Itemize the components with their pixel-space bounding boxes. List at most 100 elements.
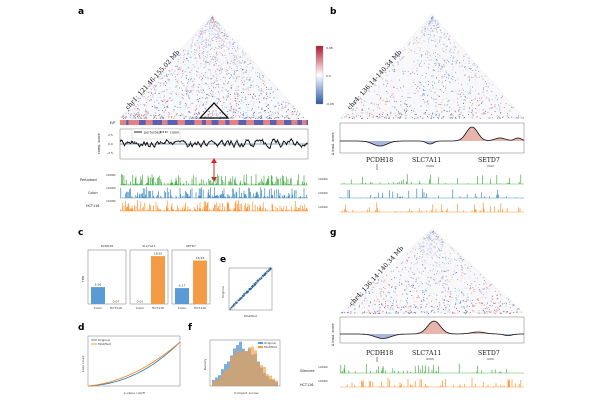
hic-pixel [482, 101, 484, 103]
hic-pixel [469, 77, 470, 79]
hic-pixel [450, 256, 452, 258]
hic-pixel [194, 49, 195, 50]
hic-pixel [205, 62, 207, 63]
hic-pixel [220, 79, 221, 80]
hic-pixel [234, 41, 236, 43]
track-tick-perturbed: 10000 [106, 173, 116, 177]
hic-pixel [190, 117, 192, 119]
hic-pixel [187, 61, 189, 63]
hic-pixel [231, 53, 232, 54]
hic-pixel [397, 267, 398, 269]
hic-pixel [140, 104, 142, 106]
hic-pixel [163, 84, 165, 86]
hic-pixel [377, 282, 379, 284]
hic-pixel [216, 98, 218, 100]
hic-pixel [423, 291, 425, 293]
hic-pixel [440, 280, 441, 282]
bar-axes [171, 249, 211, 305]
hic-pixel [365, 290, 367, 292]
hic-pixel [431, 115, 432, 117]
hic-pixel [407, 297, 408, 299]
hic-pixel [172, 72, 174, 74]
scatter-point [259, 278, 261, 280]
hic-pixel [430, 23, 432, 25]
hic-pixel [462, 261, 463, 263]
bar-axes [129, 249, 169, 305]
hic-pixel [183, 49, 184, 51]
hic-pixel [500, 312, 502, 314]
hic-pixel [218, 28, 220, 29]
hic-pixel [450, 293, 452, 295]
hic-pixel [192, 64, 194, 66]
hic-pixel [362, 108, 363, 110]
hic-pixel [263, 75, 265, 77]
hic-pixel [433, 278, 434, 280]
hic-pixel [199, 113, 200, 114]
hic-pixel [472, 113, 474, 115]
hic-pixel [253, 86, 255, 88]
hic-pixel [381, 116, 383, 117]
hic-pixel [449, 62, 450, 64]
hic-pixel [385, 312, 386, 314]
hic-pixel [211, 18, 213, 20]
hic-pixel [364, 93, 366, 94]
hic-pixel [395, 288, 396, 290]
ep-segment [120, 120, 127, 125]
hic-pixel [199, 57, 201, 59]
hic-pixel [457, 258, 459, 260]
hist-bar-modified [224, 370, 227, 386]
hic-pixel [155, 86, 156, 88]
hic-pixel [424, 52, 426, 54]
hic-pixel [250, 117, 252, 119]
hic-pixel [207, 22, 208, 23]
hic-pixel [438, 281, 440, 283]
hic-pixel [211, 24, 213, 26]
hic-pixel [441, 277, 442, 279]
hic-pixel [358, 306, 360, 308]
hic-pixel [507, 311, 508, 313]
hic-pixel [430, 21, 432, 23]
hic-pixel [434, 302, 435, 304]
hic-pixel [286, 115, 288, 116]
hic-pixel [205, 103, 207, 105]
hic-pixel [231, 113, 233, 115]
hic-pixel [188, 67, 190, 69]
hic-pixel [182, 114, 184, 116]
hic-pixel [145, 110, 147, 112]
hic-pixel [384, 303, 386, 305]
hic-pixel [161, 117, 163, 119]
hic-pixel [187, 71, 189, 73]
hic-pixel [435, 77, 437, 79]
hic-pixel [187, 91, 189, 93]
hist-bar-modified [269, 375, 272, 386]
hic-pixel [458, 93, 460, 95]
hic-pixel [230, 39, 232, 41]
ep-segment [126, 120, 129, 125]
hic-pixel [175, 93, 177, 94]
hic-pixel [149, 91, 151, 93]
hic-pixel [364, 298, 365, 299]
hic-pixel [222, 96, 224, 98]
hic-pixel [256, 85, 258, 86]
hic-pixel [207, 51, 209, 53]
hic-pixel [398, 90, 399, 91]
hic-pixel [425, 28, 427, 30]
hic-pixel [379, 113, 380, 115]
hic-pixel [438, 95, 440, 97]
hic-pixel [198, 42, 200, 43]
hic-pixel [424, 238, 425, 240]
hic-pixel [470, 287, 471, 288]
hic-pixel [487, 111, 489, 113]
hic-pixel [415, 278, 417, 280]
hic-pixel [464, 74, 466, 76]
legend-a [131, 128, 181, 140]
hic-pixel [386, 307, 388, 308]
hic-pixel [415, 306, 417, 308]
hic-pixel [394, 291, 396, 293]
hic-pixel [196, 99, 198, 101]
hic-pixel [433, 231, 434, 233]
hic-pixel [458, 295, 459, 297]
hic-pixel [158, 102, 160, 104]
hic-pixel [372, 312, 373, 314]
hic-pixel [201, 28, 203, 29]
